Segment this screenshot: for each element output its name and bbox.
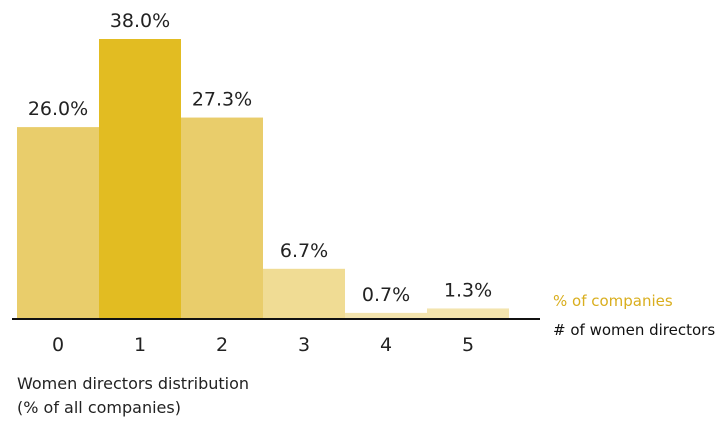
bar-5 [427,308,509,318]
bar-value-label-3: 6.7% [280,240,328,262]
bar-value-label-5: 1.3% [444,279,492,301]
bar-4 [345,312,427,318]
caption-line-2: (% of all companies) [17,398,181,417]
bar-value-label-1: 38.0% [110,10,170,32]
x-tick-label-2: 2 [216,334,228,356]
legend-percent-label: % of companies [553,292,673,310]
bar-1 [99,39,181,318]
bar-value-label-0: 26.0% [28,98,88,120]
caption-line-1: Women directors distribution [17,374,250,393]
bar-value-label-2: 27.3% [192,89,252,111]
chart-caption: Women directors distribution (% of all c… [17,372,249,420]
bars-group [17,39,509,319]
bar-0 [17,127,99,319]
x-tick-label-3: 3 [298,334,310,356]
tick-labels-group: 0 1 2 3 4 5 [52,334,474,356]
bar-labels-group: 26.0% 38.0% 27.3% 6.7% 0.7% 1.3% [28,10,492,306]
x-tick-label-0: 0 [52,334,64,356]
x-tick-label-4: 4 [380,334,392,356]
bar-3 [263,268,345,318]
bar-2 [181,117,263,319]
legend-x-axis-label: # of women directors [553,321,715,339]
x-tick-label-5: 5 [462,334,474,356]
x-tick-label-1: 1 [134,334,146,356]
bar-value-label-4: 0.7% [362,284,410,306]
